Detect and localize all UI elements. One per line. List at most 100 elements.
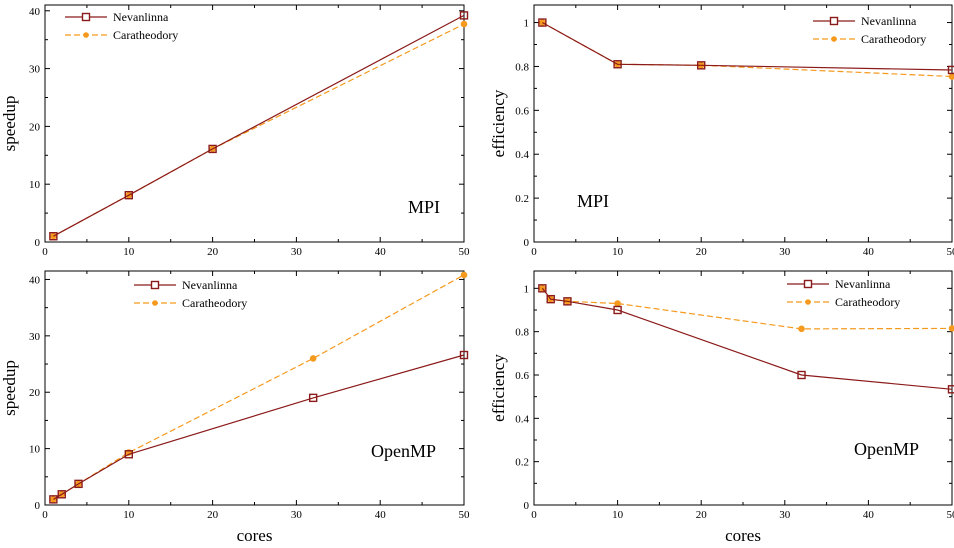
data-point-nevanlinna (124, 190, 134, 200)
data-point-caratheodory (460, 271, 468, 279)
data-point-nevanlinna (57, 490, 66, 499)
chart-panel-4: 0 10 20 30 40 50 0 0.2 0.4 0.6 0.8 1 efficiency cores… (489, 270, 954, 545)
data-point-nevanlinna (208, 144, 217, 154)
x-tick-label: 30 (779, 509, 791, 521)
data-point-caratheodory (798, 325, 805, 333)
legend-marker-caratheodory (831, 36, 837, 42)
y-tick-label: 40 (29, 274, 41, 286)
data-point-nevanlinna (538, 284, 547, 293)
panel-annotation: MPI (577, 191, 609, 211)
x-tick-label: 0 (42, 509, 48, 521)
legend-label: Caratheodory (182, 296, 247, 310)
legend-label: Caratheodory (113, 28, 178, 42)
legend-label: Nevanlinna (182, 278, 238, 292)
x-tick-label: 30 (291, 246, 303, 258)
y-tick-label: 1 (524, 283, 530, 295)
series-line-nevanlinna (53, 14, 465, 237)
x-tick-label: 0 (531, 246, 537, 258)
legend-label: Caratheodory (835, 295, 900, 309)
x-tick-label: 20 (207, 509, 219, 521)
data-point-nevanlinna (49, 232, 58, 241)
data-point-nevanlinna (546, 294, 555, 304)
legend-label: Caratheodory (861, 32, 926, 46)
data-point-caratheodory (460, 20, 468, 28)
y-tick-label: 0.4 (515, 413, 529, 425)
y-tick-label: 0.8 (515, 61, 529, 73)
legend-marker-caratheodory (83, 32, 89, 38)
data-point-nevanlinna (308, 393, 318, 403)
y-tick-label: 0.6 (515, 370, 529, 382)
y-axis-label: speedup (0, 96, 19, 152)
data-point-caratheodory (50, 232, 57, 240)
legend-label: Nevanlinna (835, 277, 891, 291)
x-tick-label: 10 (123, 509, 135, 521)
legend: Nevanlinna Caratheodory (787, 277, 900, 309)
legend-marker-caratheodory (805, 299, 811, 305)
y-tick-label: 10 (29, 179, 41, 191)
panel-annotation: OpenMP (371, 441, 436, 461)
x-tick-label: 0 (531, 509, 537, 521)
legend: Nevanlinna Caratheodory (65, 10, 178, 42)
data-point-nevanlinna (797, 370, 806, 380)
data-point-caratheodory (539, 19, 546, 26)
y-tick-label: 0.8 (515, 327, 529, 339)
y-tick-label: 0 (524, 237, 530, 249)
data-point-nevanlinna (947, 65, 954, 75)
y-tick-label: 40 (29, 6, 41, 18)
x-tick-label: 40 (375, 509, 387, 521)
panel-annotation: OpenMP (854, 439, 919, 459)
legend-marker-caratheodory (152, 300, 158, 306)
data-point-nevanlinna (459, 350, 469, 360)
y-axis-label: speedup (0, 360, 19, 416)
legend-marker-nevanlinna (803, 279, 813, 289)
x-tick-label: 50 (459, 509, 471, 521)
data-point-caratheodory (948, 73, 954, 80)
x-tick-label: 20 (696, 509, 708, 521)
y-tick-label: 20 (29, 121, 41, 133)
data-point-nevanlinna (49, 495, 58, 504)
data-point-caratheodory (948, 325, 954, 332)
chart-panel-1: 0 10 20 30 40 50 0 10 20 30 40 speedup MPI Nevanlinna… (0, 4, 471, 258)
y-tick-label: 30 (29, 64, 41, 76)
x-tick-label: 10 (612, 509, 624, 521)
x-tick-label: 50 (947, 509, 954, 521)
series-line-nevanlinna (53, 354, 465, 500)
legend: Nevanlinna Caratheodory (813, 14, 926, 46)
x-tick-label: 30 (291, 509, 303, 521)
x-tick-label: 20 (696, 246, 708, 258)
legend-label: Nevanlinna (861, 14, 917, 28)
data-point-caratheodory (614, 300, 621, 307)
data-point-nevanlinna (697, 61, 706, 70)
data-point-nevanlinna (459, 11, 469, 20)
y-tick-label: 0.6 (515, 105, 529, 117)
data-point-nevanlinna (613, 305, 622, 315)
y-tick-label: 0 (35, 500, 41, 512)
x-axis-label: cores (725, 526, 761, 545)
x-tick-label: 40 (863, 509, 875, 521)
y-tick-label: 20 (29, 387, 41, 399)
legend-label: Nevanlinna (113, 10, 169, 24)
x-tick-label: 40 (375, 246, 387, 258)
x-tick-label: 40 (863, 246, 875, 258)
data-point-nevanlinna (74, 479, 83, 489)
y-tick-label: 0.4 (515, 149, 529, 161)
panel-annotation: MPI (408, 197, 440, 217)
x-tick-label: 20 (207, 246, 219, 258)
chart-panel-3: 0 10 20 30 40 50 0 10 20 30 40 speedup cores OpenMP Ne… (0, 270, 471, 545)
y-tick-label: 30 (29, 331, 41, 343)
chart-panel-2: 0 10 20 30 40 50 0 0.2 0.4 0.6 0.8 1 efficiency MPI Ne… (489, 4, 954, 258)
x-tick-label: 30 (779, 246, 791, 258)
series-line-nevanlinna (542, 22, 953, 71)
legend-marker-nevanlinna (829, 16, 839, 26)
y-tick-label: 10 (29, 444, 41, 456)
data-point-nevanlinna (947, 385, 954, 394)
data-point-nevanlinna (538, 18, 547, 27)
data-point-nevanlinna (563, 297, 572, 306)
y-tick-label: 0 (35, 237, 41, 249)
x-tick-label: 10 (123, 246, 135, 258)
legend: Nevanlinna Caratheodory (134, 278, 247, 310)
y-tick-label: 1 (524, 18, 530, 30)
y-axis-label: efficiency (489, 89, 508, 157)
x-tick-label: 50 (459, 246, 471, 258)
data-point-nevanlinna (613, 60, 622, 69)
